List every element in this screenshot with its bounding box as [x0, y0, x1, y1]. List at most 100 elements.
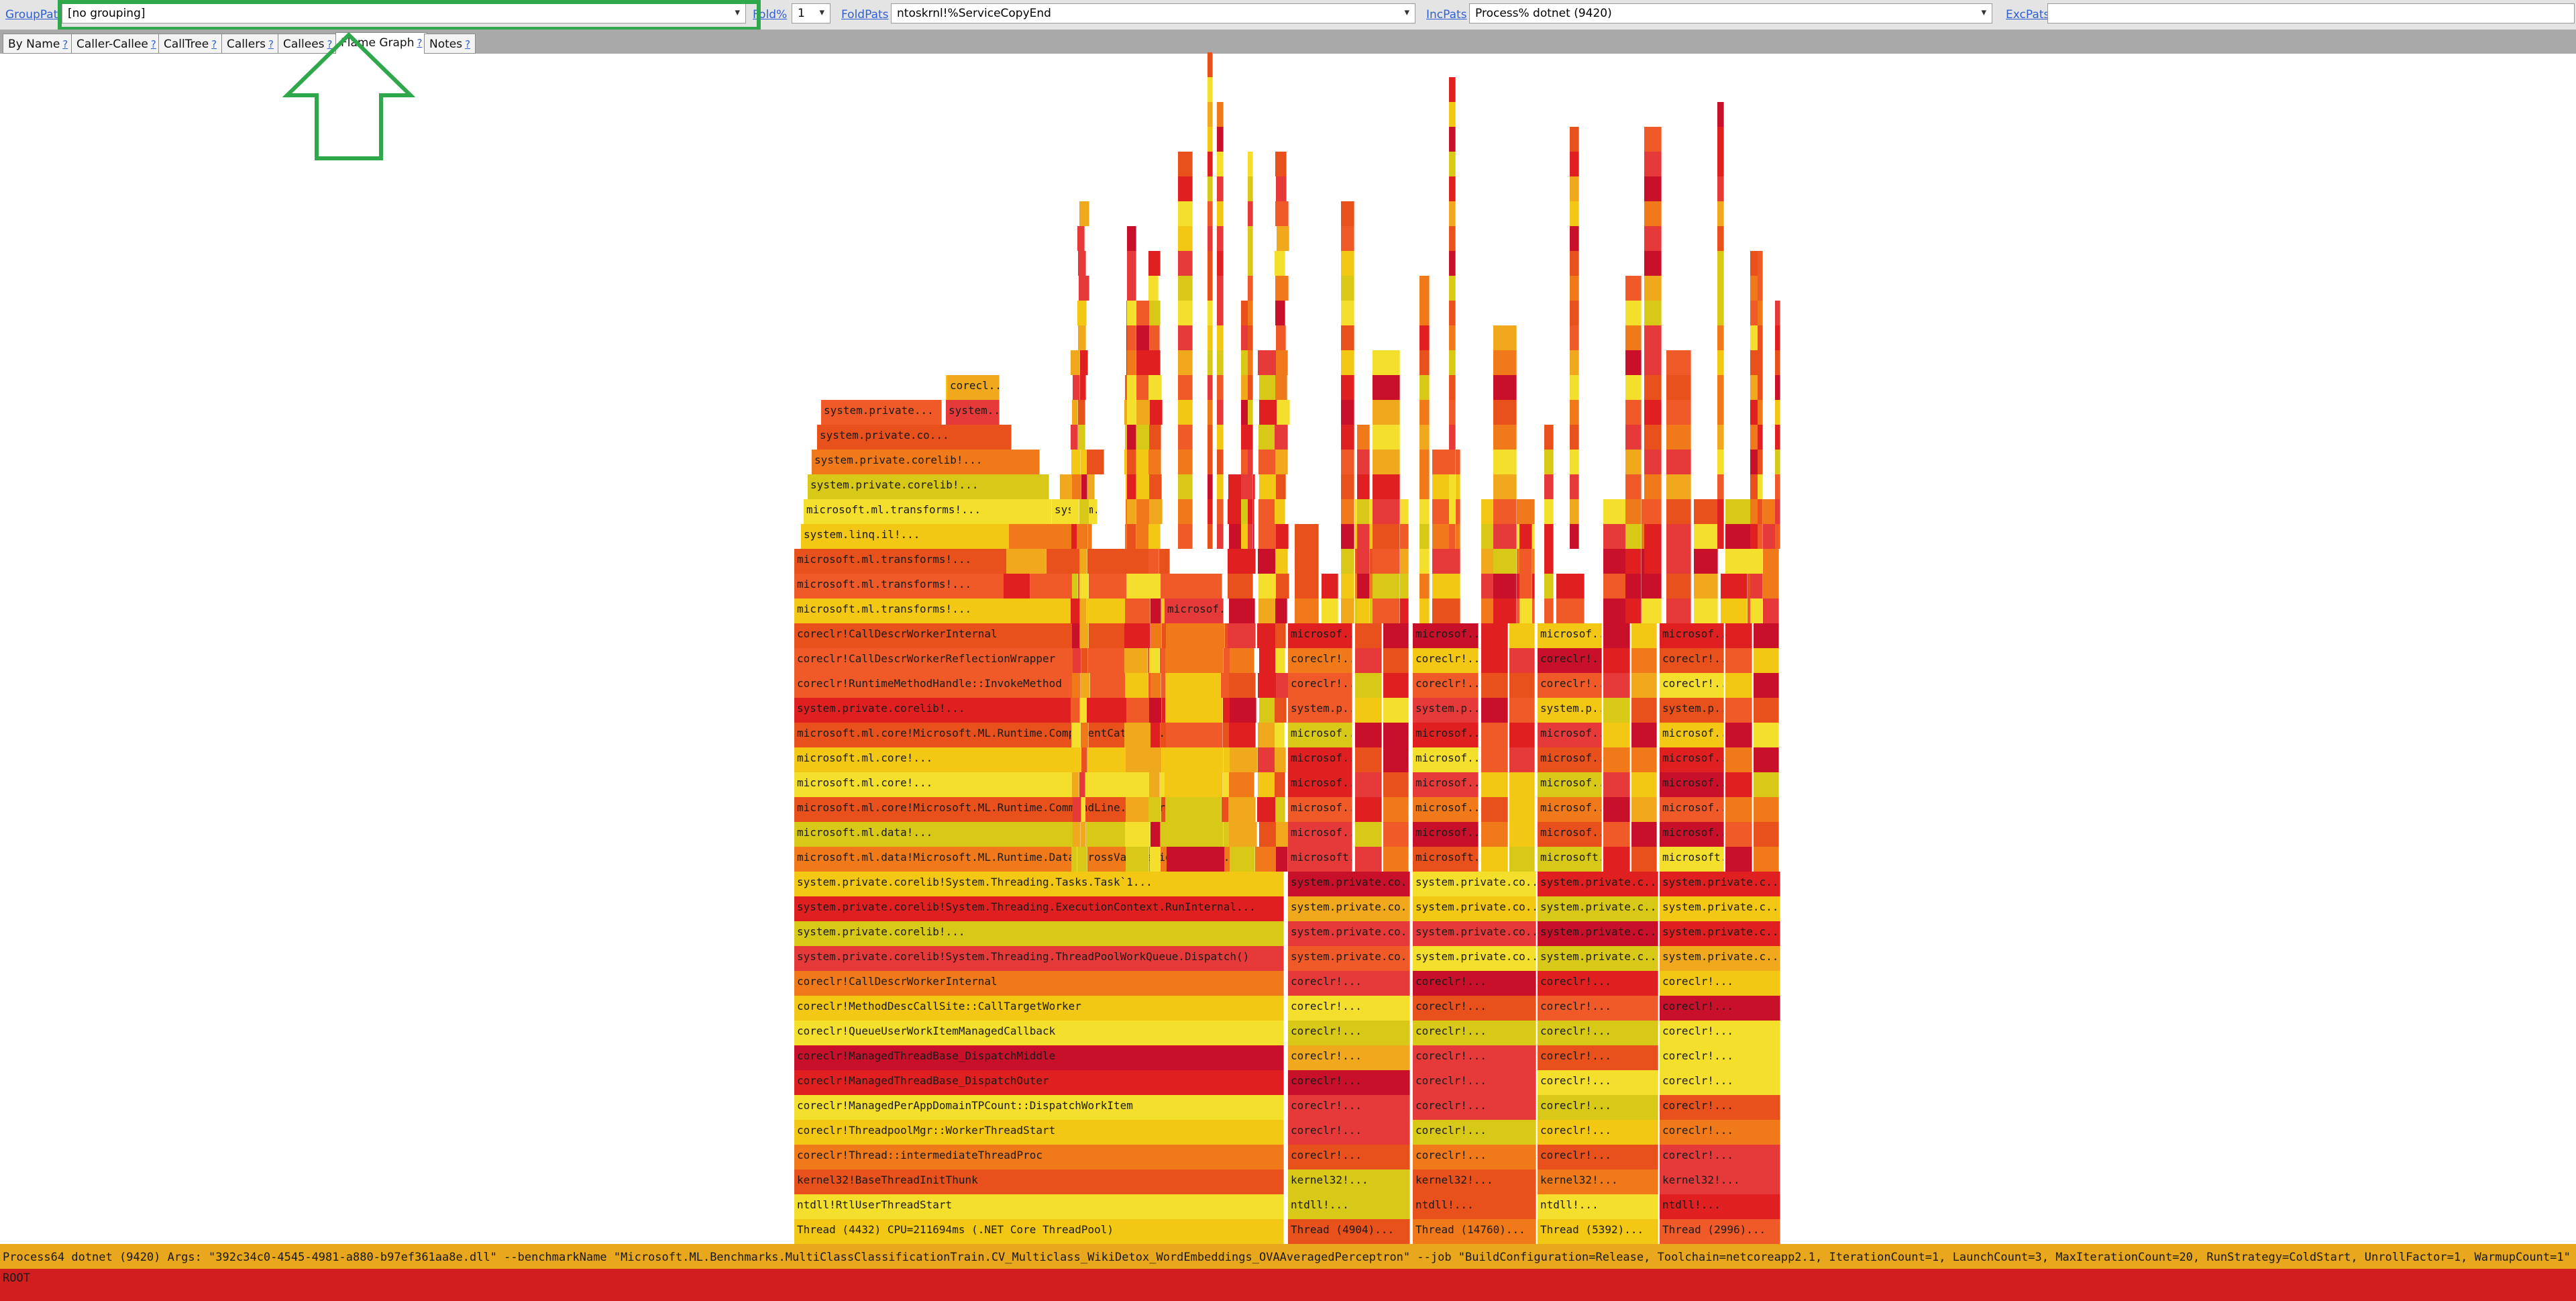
- flame-frame[interactable]: [1603, 723, 1630, 747]
- flame-frame[interactable]: coreclr!...: [1413, 1070, 1536, 1095]
- flame-frame[interactable]: [1355, 747, 1382, 772]
- flame-frame[interactable]: [1644, 201, 1662, 226]
- inc-pats-link[interactable]: IncPats: [1426, 8, 1467, 21]
- flame-frame[interactable]: [1754, 772, 1779, 797]
- flame-frame[interactable]: [1666, 400, 1691, 425]
- flame-frame[interactable]: [1127, 499, 1136, 524]
- flame-frame[interactable]: [1725, 797, 1752, 822]
- flame-frame[interactable]: [1419, 549, 1430, 574]
- flame-frame[interactable]: microsoft.ml.core!Microsoft.ML.Runtime.C…: [794, 723, 1230, 747]
- flame-frame[interactable]: [1341, 400, 1354, 425]
- flame-frame[interactable]: [1570, 325, 1579, 350]
- flame-frame[interactable]: [1077, 226, 1085, 251]
- flame-frame[interactable]: [1750, 574, 1763, 599]
- flame-frame[interactable]: [1725, 847, 1752, 872]
- flame-frame[interactable]: [1341, 474, 1354, 499]
- flame-frame[interactable]: [1758, 350, 1763, 375]
- flame-frame[interactable]: microsof...: [1538, 747, 1602, 772]
- flame-frame[interactable]: [1355, 648, 1382, 673]
- flame-frame[interactable]: [1570, 499, 1579, 524]
- flame-frame[interactable]: system.p...: [1660, 698, 1724, 723]
- flame-frame[interactable]: [1419, 599, 1430, 623]
- flame-frame[interactable]: [1178, 425, 1193, 450]
- flame-frame[interactable]: [1127, 325, 1136, 350]
- flame-frame[interactable]: [1373, 524, 1400, 549]
- flame-frame[interactable]: coreclr!Thread::intermediateThreadProc: [794, 1145, 1284, 1169]
- flame-frame[interactable]: [1625, 549, 1642, 574]
- flame-frame[interactable]: [1322, 574, 1338, 599]
- flame-frame[interactable]: [1148, 251, 1161, 276]
- exc-pats-combo[interactable]: [2047, 3, 2575, 23]
- flame-frame[interactable]: [1644, 474, 1662, 499]
- flame-frame[interactable]: [1449, 400, 1456, 425]
- flame-frame[interactable]: microsof...: [1288, 723, 1352, 747]
- flame-frame[interactable]: [1355, 822, 1382, 847]
- flame-frame[interactable]: [1208, 201, 1213, 226]
- flame-frame[interactable]: coreclr!...: [1538, 673, 1602, 698]
- flame-frame[interactable]: microsof...: [1538, 723, 1602, 747]
- flame-frame[interactable]: [1276, 673, 1289, 698]
- flame-frame[interactable]: [1248, 276, 1253, 301]
- flame-frame[interactable]: [1570, 450, 1579, 474]
- flame-frame[interactable]: [1079, 673, 1090, 698]
- fold-pats-combo[interactable]: ntoskrnl!%ServiceCopyEnd ▾: [891, 3, 1415, 23]
- flame-frame[interactable]: [1775, 474, 1780, 499]
- flame-frame[interactable]: [1127, 524, 1136, 549]
- flame-frame[interactable]: coreclr!QueueUserWorkItemManagedCallback: [794, 1021, 1284, 1045]
- flame-frame[interactable]: [1127, 474, 1136, 499]
- flame-frame[interactable]: [1570, 176, 1579, 201]
- flame-frame[interactable]: system.private.c...: [1538, 921, 1658, 946]
- flame-frame[interactable]: [1666, 499, 1691, 524]
- process-frame[interactable]: Process64 dotnet (9420) Args: "392c34c0-…: [0, 1244, 2576, 1269]
- flame-frame[interactable]: [1208, 127, 1213, 152]
- flame-frame[interactable]: [1717, 474, 1724, 499]
- flame-frame[interactable]: [1079, 549, 1087, 574]
- help-link[interactable]: ?: [327, 38, 333, 50]
- flame-frame[interactable]: coreclr!...: [1413, 996, 1536, 1021]
- flame-frame[interactable]: [1493, 400, 1517, 425]
- flame-frame[interactable]: [1775, 325, 1780, 350]
- flame-frame[interactable]: [1217, 102, 1224, 127]
- flame-frame[interactable]: [1275, 425, 1288, 450]
- flame-frame[interactable]: coreclr!...: [1288, 1070, 1410, 1095]
- flame-frame[interactable]: [1603, 847, 1630, 872]
- flame-frame[interactable]: [1644, 251, 1662, 276]
- flame-frame[interactable]: [1449, 524, 1456, 549]
- flame-frame[interactable]: [1603, 698, 1630, 723]
- flame-frame[interactable]: [1509, 723, 1535, 747]
- flame-frame[interactable]: [1419, 301, 1430, 325]
- flame-frame[interactable]: [1754, 822, 1779, 847]
- flame-frame[interactable]: [1717, 102, 1724, 127]
- flame-frame[interactable]: [1072, 747, 1081, 772]
- flame-frame[interactable]: [1493, 325, 1517, 350]
- flame-frame[interactable]: microsoft.ml.dat...: [1538, 847, 1602, 872]
- flame-frame[interactable]: [1166, 623, 1225, 648]
- flame-frame[interactable]: [1357, 499, 1370, 524]
- flame-frame[interactable]: [1625, 524, 1642, 549]
- flame-frame[interactable]: [1127, 400, 1136, 425]
- flame-frame[interactable]: [1178, 450, 1193, 474]
- flame-frame[interactable]: [1449, 251, 1456, 276]
- flame-frame[interactable]: [1208, 276, 1213, 301]
- flame-frame[interactable]: microsof...: [1413, 822, 1479, 847]
- flame-frame[interactable]: [1166, 723, 1223, 747]
- flame-frame[interactable]: coreclr!...: [1288, 1120, 1410, 1145]
- flame-frame[interactable]: [1230, 847, 1255, 872]
- flame-frame[interactable]: [1419, 574, 1430, 599]
- flame-frame[interactable]: [1079, 524, 1088, 549]
- flame-frame[interactable]: [1178, 301, 1193, 325]
- flame-frame[interactable]: [1208, 102, 1213, 127]
- flame-frame[interactable]: [1357, 574, 1370, 599]
- flame-frame[interactable]: [1078, 350, 1088, 375]
- flame-frame[interactable]: [1217, 375, 1224, 400]
- flame-frame[interactable]: [1493, 350, 1517, 375]
- flame-frame[interactable]: [1178, 201, 1193, 226]
- flame-frame[interactable]: coreclr!...: [1413, 1045, 1536, 1070]
- flame-frame[interactable]: [1275, 797, 1285, 822]
- flame-frame[interactable]: [1383, 673, 1409, 698]
- flame-frame[interactable]: coreclr!...: [1660, 1145, 1780, 1169]
- flame-frame[interactable]: coreclr!ManagedThreadBase_DispatchMiddle: [794, 1045, 1284, 1070]
- flame-frame[interactable]: [1167, 847, 1225, 872]
- flame-frame[interactable]: [1178, 350, 1193, 375]
- flame-frame[interactable]: [1644, 301, 1662, 325]
